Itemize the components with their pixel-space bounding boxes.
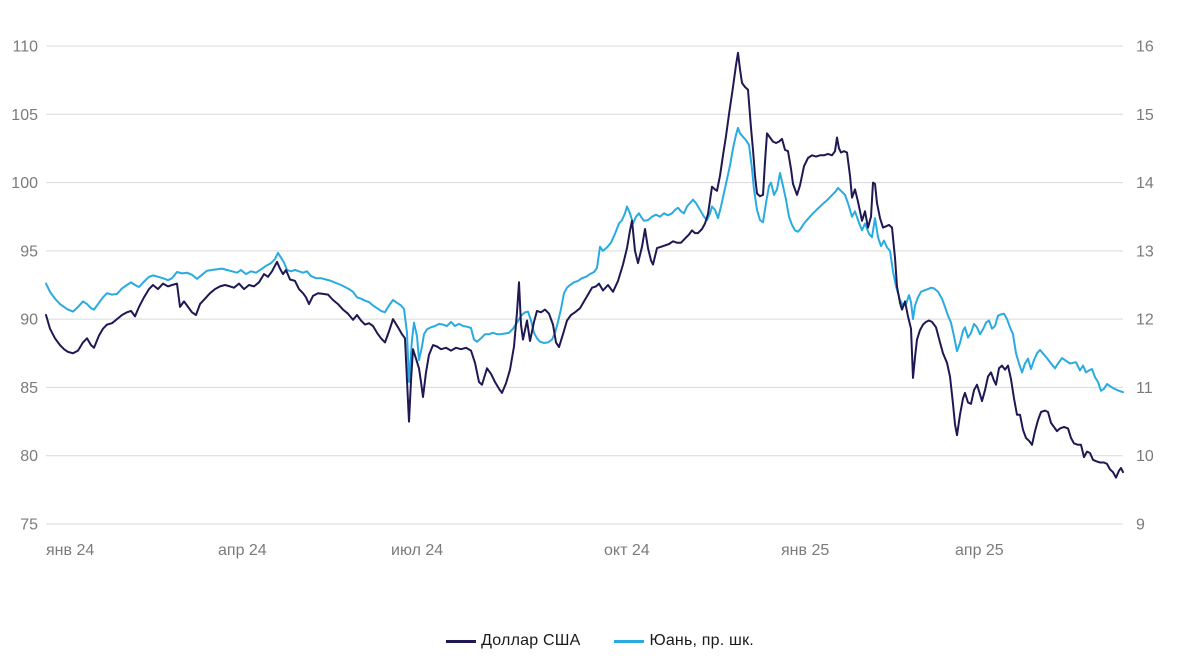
left-axis-tick-label: 85 [20,380,38,397]
left-axis-tick-label: 105 [11,107,38,124]
left-axis-tick-label: 90 [20,312,38,329]
chart-legend: Доллар США Юань, пр. шк. [0,632,1200,650]
right-axis-tick-label: 10 [1136,448,1154,465]
usd-legend-label: Доллар США [481,632,581,649]
legend-item-usd: Доллар США [446,632,580,650]
x-axis-tick-label: июл 24 [391,542,443,559]
left-axis-tick-label: 110 [12,39,38,56]
x-axis-tick-label: окт 24 [604,542,650,559]
cny-legend-label: Юань, пр. шк. [649,632,754,649]
right-axis-tick-label: 16 [1136,39,1154,56]
right-axis-tick-label: 9 [1136,517,1145,534]
right-axis-tick-label: 11 [1136,380,1153,397]
right-axis-tick-label: 13 [1136,243,1154,260]
right-axis-tick-label: 14 [1136,175,1154,192]
left-axis-tick-label: 75 [20,517,38,534]
x-axis-tick-label: янв 24 [46,542,94,559]
right-axis-tick-label: 15 [1136,107,1154,124]
legend-item-cny: Юань, пр. шк. [614,632,754,650]
cny-series-line [45,126,1124,394]
x-axis-tick-label: янв 25 [781,542,829,559]
right-axis-tick-label: 12 [1136,312,1154,329]
cny-line-swatch [614,639,645,643]
left-axis-tick-label: 95 [20,243,38,260]
usd-line-swatch [446,639,477,643]
left-axis-tick-label: 80 [20,448,38,465]
usd-series-line [45,51,1124,479]
left-axis-tick-label: 100 [11,175,38,192]
x-axis-tick-label: апр 25 [955,542,1004,559]
x-axis-tick-label: апр 24 [218,542,267,559]
